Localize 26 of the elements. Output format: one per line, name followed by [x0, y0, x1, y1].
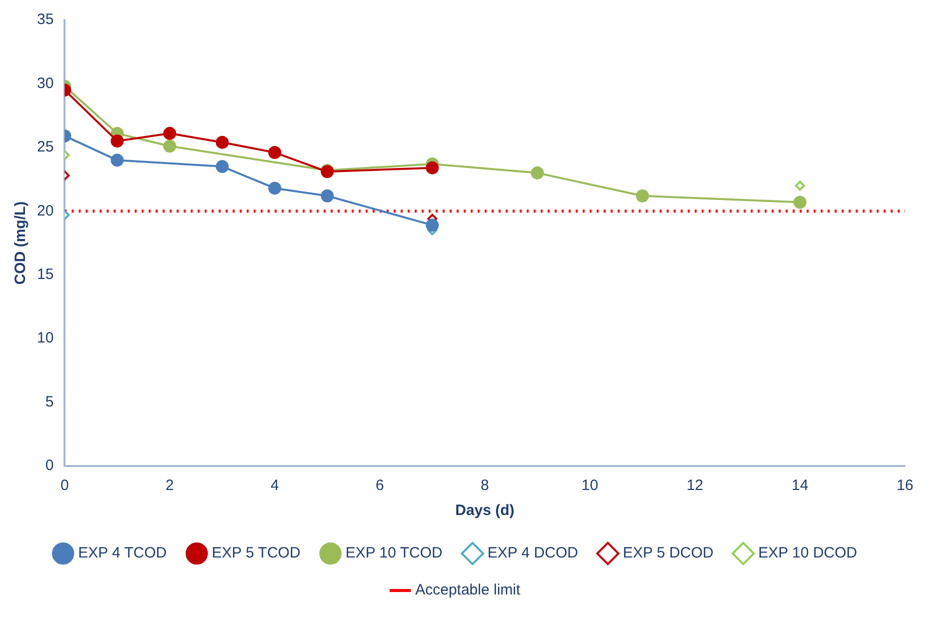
- y-tick-label: 15: [36, 266, 54, 283]
- x-tick-label: 12: [686, 477, 704, 494]
- y-axis-title: COD (mg/L): [12, 201, 30, 285]
- y-tick-label: 30: [36, 74, 54, 92]
- y-tick-label: 20: [36, 202, 54, 220]
- legend-label: EXP 10 TCOD: [345, 544, 443, 562]
- x-tick-label: 14: [792, 477, 808, 494]
- x-tick-label: 6: [376, 477, 384, 494]
- x-tick-label: 10: [582, 477, 598, 494]
- legend-label: EXP 5 DCOD: [622, 544, 714, 562]
- y-tick-label: 25: [36, 138, 54, 156]
- x-axis-title: Days (d): [455, 502, 514, 520]
- y-tick-label: 5: [45, 393, 54, 410]
- legend-label: EXP 4 TCOD: [78, 544, 167, 562]
- legend-label: Acceptable limit: [415, 582, 522, 599]
- legend-label: EXP 10 DCOD: [758, 544, 858, 562]
- y-tick-label: 0: [45, 457, 54, 474]
- y-tick-label: 35: [36, 11, 54, 28]
- y-tick-label: 10: [36, 330, 54, 347]
- x-tick-label: 8: [480, 477, 490, 494]
- x-tick-label: 2: [166, 477, 174, 494]
- x-tick-label: 0: [60, 477, 69, 494]
- x-tick-label: 16: [896, 477, 914, 494]
- legend-label: EXP 4 DCOD: [487, 544, 578, 562]
- legend-label: EXP 5 TCOD: [212, 544, 301, 562]
- x-tick-label: 4: [270, 477, 279, 494]
